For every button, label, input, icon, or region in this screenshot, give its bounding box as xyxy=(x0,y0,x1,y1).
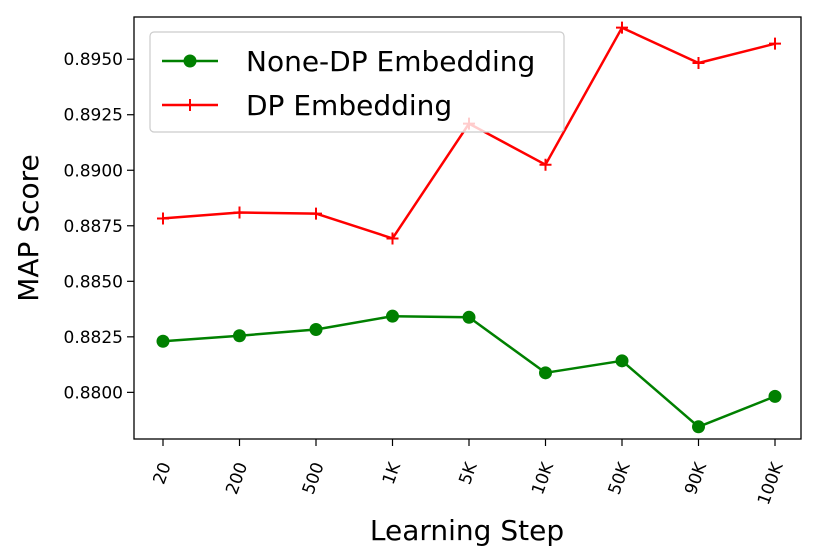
x-tick-label: 500 xyxy=(299,460,329,497)
data-point xyxy=(310,207,322,220)
x-tick-label: 90K xyxy=(681,459,711,497)
y-tick-label: 0.8800 xyxy=(64,383,123,403)
x-tick-label: 1K xyxy=(379,459,406,487)
data-point xyxy=(539,158,552,171)
data-point xyxy=(233,206,246,219)
x-axis-title: Learning Step xyxy=(370,514,564,547)
x-tick-label: 50K xyxy=(605,459,635,497)
data-point xyxy=(616,21,628,34)
data-point xyxy=(769,37,781,50)
y-tick-label: 0.8875 xyxy=(64,217,123,237)
data-point xyxy=(768,389,782,403)
data-point xyxy=(156,334,170,348)
x-tick-label: 10K xyxy=(528,459,558,497)
data-point xyxy=(692,420,705,434)
series-none-dp xyxy=(156,309,782,434)
legend-marker-none-dp xyxy=(183,54,197,68)
data-point xyxy=(692,56,705,69)
y-tick-label: 0.8900 xyxy=(64,161,123,181)
legend-label-none-dp: None-DP Embedding xyxy=(246,45,535,78)
x-tick-label: 5K xyxy=(455,459,482,487)
data-point xyxy=(309,323,323,337)
data-point xyxy=(157,212,169,225)
legend-frame xyxy=(149,31,565,133)
y-axis-title: MAP Score xyxy=(12,154,45,302)
data-point xyxy=(386,309,399,323)
data-point xyxy=(386,232,399,245)
x-tick-label: 20 xyxy=(150,460,176,487)
data-point xyxy=(462,310,476,324)
y-tick-label: 0.8850 xyxy=(64,272,123,292)
y-tick-label: 0.8950 xyxy=(64,50,123,70)
legend-label-dp: DP Embedding xyxy=(246,89,452,122)
data-point xyxy=(233,329,246,343)
legend-marker-dp xyxy=(184,99,196,111)
series-line xyxy=(162,314,776,429)
y-tick-label: 0.8825 xyxy=(64,328,123,348)
x-tick-label: 100K xyxy=(754,459,788,508)
data-point xyxy=(615,354,629,368)
plot-area-frame xyxy=(133,16,802,440)
x-tick-label: 200 xyxy=(222,460,252,497)
y-tick-label: 0.8925 xyxy=(64,106,123,126)
data-point xyxy=(539,366,552,380)
legend: None-DP Embedding DP Embedding xyxy=(149,31,565,133)
